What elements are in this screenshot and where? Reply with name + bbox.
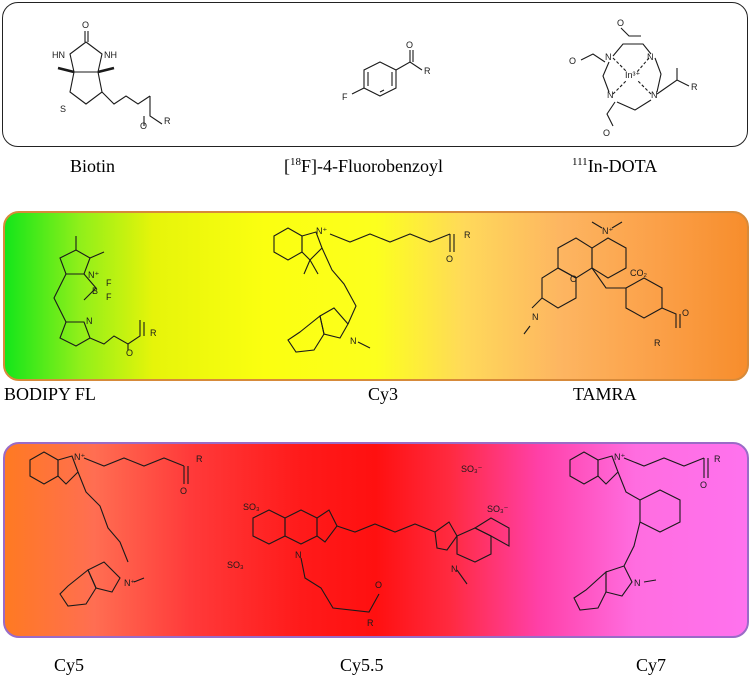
svg-text:F: F (342, 92, 348, 102)
svg-text:N⁺: N⁺ (316, 226, 327, 236)
svg-text:R: R (150, 328, 157, 338)
svg-text:CO₂: CO₂ (630, 268, 648, 278)
svg-text:N⁺: N⁺ (602, 226, 613, 236)
svg-text:N⁺: N⁺ (614, 452, 625, 462)
dyes-panel-visible (3, 211, 749, 381)
svg-text:SO₃: SO₃ (227, 560, 244, 570)
svg-text:F: F (106, 278, 112, 288)
svg-text:R: R (164, 116, 171, 126)
svg-text:R: R (196, 454, 203, 464)
in-dota-structure: O O N N N N In³⁺ R O (569, 18, 698, 138)
bodipy-fl-structure: N⁺ B F F N R O (53, 236, 157, 358)
svg-text:R: R (691, 82, 698, 92)
svg-text:N: N (605, 52, 612, 62)
svg-text:N: N (532, 312, 539, 322)
tamra-structure: N⁺ O N CO₂ O R (523, 221, 689, 348)
svg-text:O: O (617, 18, 624, 28)
cy5-label: Cy5 (54, 655, 85, 675)
svg-text:SO₃: SO₃ (243, 502, 260, 512)
svg-text:N: N (86, 316, 93, 326)
svg-text:O: O (180, 486, 187, 496)
nir-dyes-panel (3, 442, 749, 638)
svg-text:N⁺: N⁺ (88, 270, 99, 280)
cy3-label: Cy3 (368, 384, 399, 404)
svg-text:R: R (714, 454, 721, 464)
svg-text:N: N (350, 336, 357, 346)
cy7-label: Cy7 (636, 655, 667, 675)
svg-text:N: N (634, 578, 641, 588)
bodipy-fl-label: BODIPY FL (4, 384, 96, 404)
svg-text:R: R (367, 618, 374, 628)
svg-text:O: O (682, 308, 689, 318)
cy5-5-structure: SO₃ SO₃ N O R N SO₃⁻ SO₃⁻ (227, 464, 510, 628)
svg-text:O: O (446, 254, 453, 264)
svg-text:O: O (603, 128, 610, 138)
svg-text:B: B (92, 286, 98, 296)
svg-text:NH: NH (104, 50, 117, 60)
svg-text:N: N (647, 52, 654, 62)
svg-text:N: N (607, 90, 614, 100)
svg-text:F: F (106, 292, 112, 302)
svg-text:N⁺: N⁺ (74, 452, 85, 462)
cy7-structure: N⁺ O R N (569, 451, 721, 611)
svg-text:O: O (406, 40, 413, 50)
targeting-moieties-panel (2, 2, 748, 147)
in-dota-label: 111In-DOTA (572, 156, 658, 176)
svg-text:O: O (570, 274, 577, 284)
biotin-structure: O HN NH S O R (52, 20, 171, 131)
cy5-structure: N⁺ O R N⁺ (29, 451, 203, 607)
svg-text:N: N (451, 564, 458, 574)
tamra-label: TAMRA (573, 384, 637, 404)
svg-text:SO₃⁻: SO₃⁻ (461, 464, 483, 474)
cy5-5-label: Cy5.5 (340, 655, 384, 675)
cy3-structure: N⁺ O R N (273, 226, 471, 353)
fluorobenzoyl-structure: F O R (342, 40, 431, 102)
svg-text:N⁺: N⁺ (124, 578, 135, 588)
svg-text:R: R (424, 66, 431, 76)
svg-text:R: R (654, 338, 661, 348)
svg-text:O: O (375, 580, 382, 590)
svg-text:O: O (82, 20, 89, 30)
svg-text:O: O (126, 348, 133, 358)
svg-text:In³⁺: In³⁺ (625, 70, 641, 80)
svg-text:HN: HN (52, 50, 65, 60)
svg-text:O: O (700, 480, 707, 490)
fluorobenzoyl-label: [18F]-4-Fluorobenzoyl (284, 156, 443, 176)
svg-text:S: S (60, 104, 66, 114)
svg-text:SO₃⁻: SO₃⁻ (487, 504, 509, 514)
svg-text:O: O (140, 121, 147, 131)
biotin-label: Biotin (70, 156, 116, 176)
svg-text:N: N (295, 550, 302, 560)
svg-text:O: O (569, 56, 576, 66)
svg-text:N: N (651, 90, 658, 100)
svg-text:R: R (464, 230, 471, 240)
